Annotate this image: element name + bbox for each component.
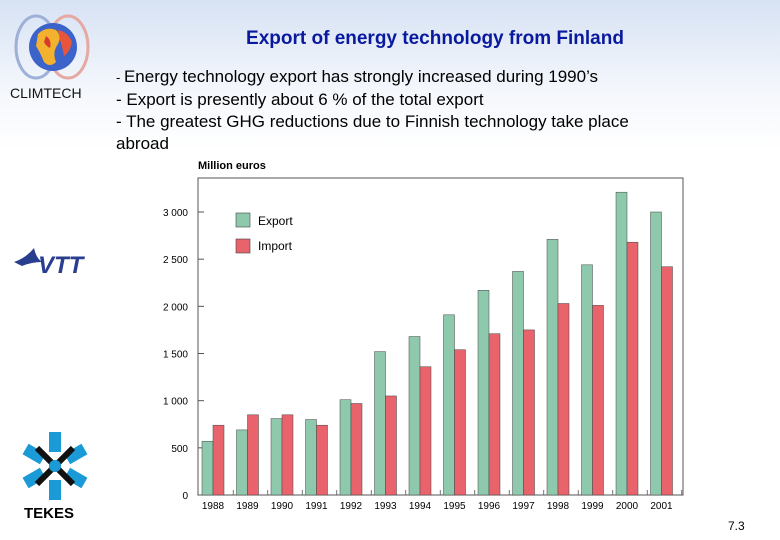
bullet-list: - Energy technology export has strongly … — [116, 66, 756, 155]
bullet-text: Export is presently about 6 % of the tot… — [126, 90, 484, 109]
bar-series — [201, 191, 673, 496]
tekes-logo-icon — [22, 432, 88, 500]
x-tick-label: 1994 — [409, 501, 432, 512]
bar-import-1995 — [454, 349, 466, 496]
bullet-item: - Energy technology export has strongly … — [116, 66, 756, 89]
x-tick-label: 1989 — [236, 501, 259, 512]
y-tick-label: 1 000 — [163, 397, 188, 408]
bar-export-1999 — [581, 264, 593, 496]
tekes-logo-text: TEKES — [24, 505, 75, 522]
x-tick-label: 1990 — [271, 501, 294, 512]
legend: Export Import — [235, 212, 293, 254]
bullet-dash: - — [116, 70, 124, 85]
bar-import-1993 — [385, 395, 397, 496]
y-tick-label: 3 000 — [163, 208, 188, 219]
x-tick-label: 1996 — [478, 501, 501, 512]
y-axis-label: Million euros — [198, 160, 266, 172]
x-tick-label: 1997 — [512, 501, 535, 512]
bar-import-2001 — [661, 266, 673, 496]
bar-export-1988 — [201, 440, 214, 496]
bar-export-1997 — [512, 271, 524, 496]
x-tick-label: 1992 — [340, 501, 363, 512]
y-tick-label: 2 500 — [163, 255, 188, 266]
bar-import-1990 — [281, 414, 294, 496]
bar-import-1989 — [247, 414, 259, 496]
x-tick-label: 1991 — [305, 501, 328, 512]
bar-export-2001 — [650, 211, 662, 496]
bar-import-1996 — [488, 333, 501, 496]
x-tick-label: 2001 — [650, 501, 673, 512]
page-number: 7.3 — [728, 519, 745, 533]
bullet-item: - Export is presently about 6 % of the t… — [116, 89, 756, 111]
bar-export-1992 — [339, 399, 352, 496]
vtt-logo-text: VTT — [38, 252, 86, 279]
bar-import-1997 — [523, 329, 535, 496]
y-tick-label: 2 000 — [163, 302, 188, 313]
y-tick-label: 500 — [171, 444, 188, 455]
bullet-item: abroad — [116, 133, 756, 155]
bar-export-1991 — [305, 419, 317, 496]
bar-export-2000 — [615, 191, 628, 496]
x-tick-label: 2000 — [616, 501, 639, 512]
vtt-logo-icon: VTT — [14, 248, 86, 279]
bullet-item: - The greatest GHG reductions due to Fin… — [116, 111, 756, 133]
climtech-globe-icon — [14, 14, 90, 80]
bullet-text: abroad — [116, 134, 169, 153]
x-tick-label: 1995 — [443, 501, 466, 512]
bar-export-1996 — [477, 290, 490, 496]
x-tick-label: 1993 — [374, 501, 397, 512]
bullet-text: Energy technology export has strongly in… — [123, 67, 599, 86]
y-axis: 0 500 1 000 1 500 2 000 2 500 3 000 — [163, 208, 204, 502]
bullet-text: The greatest GHG reductions due to Finni… — [126, 112, 629, 131]
x-tick-label: 1999 — [581, 501, 604, 512]
x-tick-label: 1998 — [547, 501, 570, 512]
bar-export-1998 — [546, 239, 559, 496]
bar-import-1994 — [419, 366, 432, 496]
bar-export-1989 — [236, 429, 248, 496]
bar-export-1994 — [408, 336, 421, 496]
bar-import-1998 — [557, 303, 570, 496]
bar-export-1993 — [374, 351, 386, 496]
slide-title: Export of energy technology from Finland — [246, 28, 624, 49]
legend-label-export: Export — [258, 214, 293, 228]
bar-import-1988 — [212, 424, 225, 496]
x-axis: 1988 1989 1990 1991 1992 1993 1994 1995 1996 1997… — [202, 490, 683, 512]
legend-label-import: Import — [258, 239, 293, 253]
climtech-logo-text: CLIMTECH — [10, 85, 82, 101]
bar-import-1992 — [350, 403, 363, 496]
legend-swatch-export — [235, 212, 251, 228]
bar-export-1995 — [443, 314, 455, 496]
legend-swatch-import — [235, 238, 251, 254]
bullet-dash: - — [116, 90, 127, 109]
x-tick-label: 1988 — [202, 501, 225, 512]
y-tick-label: 0 — [182, 491, 188, 502]
bar-import-2000 — [626, 241, 639, 496]
bar-import-1999 — [592, 305, 604, 496]
bar-import-1991 — [316, 424, 328, 496]
bullet-dash: - — [116, 112, 127, 131]
bar-export-1990 — [270, 418, 283, 496]
y-tick-label: 1 500 — [163, 350, 188, 361]
